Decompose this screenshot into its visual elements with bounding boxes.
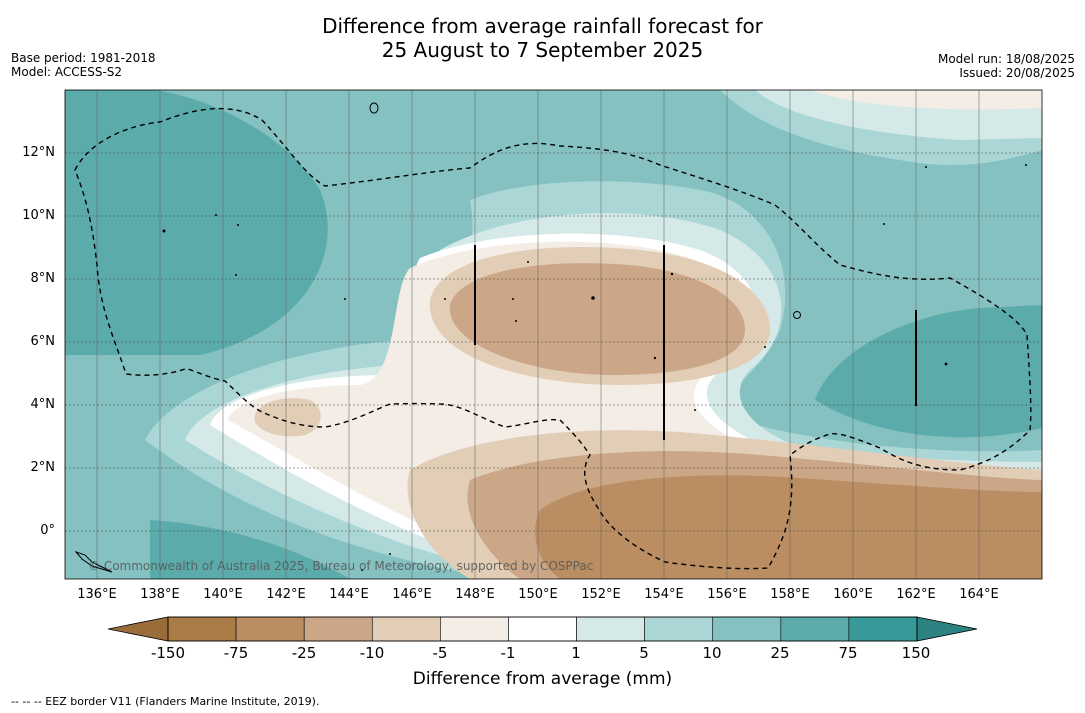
colorbar-tick: -10 — [359, 644, 385, 662]
lat-label: 8°N — [30, 271, 56, 286]
colorbar-extend-high — [916, 616, 978, 642]
lon-label: 150°E — [518, 587, 558, 602]
lon-label: 156°E — [707, 587, 747, 602]
colorbar-segment — [371, 616, 441, 642]
title-line-1: Difference from average rainfall forecas… — [322, 14, 763, 38]
lon-label: 144°E — [329, 587, 369, 602]
colorbar-tick: -150 — [150, 644, 186, 662]
issued-date: Issued: 20/08/2025 — [959, 66, 1075, 80]
colorbar-tick: 5 — [639, 644, 649, 662]
lon-label: 136°E — [77, 587, 117, 602]
colorbar-tick: -1 — [500, 644, 516, 662]
lon-label: 146°E — [392, 587, 432, 602]
colorbar-tick: 1 — [571, 644, 581, 662]
colorbar-tick: 10 — [702, 644, 722, 662]
lon-label: 162°E — [896, 587, 936, 602]
lat-label: 6°N — [30, 334, 56, 349]
colorbar-segment — [303, 616, 373, 642]
eez-footnote: -- -- -- EEZ border V11 (Flanders Marine… — [11, 695, 320, 708]
colorbar-tick: 25 — [770, 644, 790, 662]
colorbar-segment — [848, 616, 918, 642]
colorbar-tick: 150 — [901, 644, 931, 662]
lon-label: 142°E — [266, 587, 306, 602]
lon-label: 164°E — [959, 587, 999, 602]
lat-label: 2°N — [30, 460, 56, 475]
lat-label: 12°N — [22, 145, 55, 160]
lat-label: 0° — [40, 523, 55, 538]
map-plot-area — [65, 90, 1042, 579]
colorbar-tick: 75 — [838, 644, 858, 662]
colorbar-segment — [712, 616, 782, 642]
model-info: Base period: 1981-2018 Model: ACCESS-S2 — [11, 51, 156, 79]
colorbar-extend-low — [107, 616, 169, 642]
colorbar-segment — [440, 616, 509, 642]
colorbar-segment — [167, 616, 237, 642]
colorbar-tick: -25 — [291, 644, 317, 662]
colorbar-tick: -75 — [223, 644, 249, 662]
colorbar-segment — [576, 616, 645, 642]
colorbar-segment — [644, 616, 714, 642]
run-info: Model run: 18/08/2025 Issued: 20/08/2025 — [938, 52, 1075, 80]
copyright-notice: © Commonwealth of Australia 2025, Bureau… — [88, 559, 594, 573]
lon-label: 152°E — [581, 587, 621, 602]
lon-label: 154°E — [644, 587, 684, 602]
colorbar — [107, 616, 978, 642]
base-period: Base period: 1981-2018 — [11, 51, 156, 65]
lon-label: 138°E — [140, 587, 180, 602]
lon-label: 148°E — [455, 587, 495, 602]
lon-label: 160°E — [833, 587, 873, 602]
lon-label: 158°E — [770, 587, 810, 602]
lon-label: 140°E — [203, 587, 243, 602]
model-name: Model: ACCESS-S2 — [11, 65, 123, 79]
colorbar-segment — [235, 616, 305, 642]
colorbar-tick: -5 — [432, 644, 448, 662]
model-run: Model run: 18/08/2025 — [937, 52, 1075, 66]
map-title: Difference from average rainfall forecas… — [0, 14, 1085, 62]
lat-label: 4°N — [30, 397, 56, 412]
title-line-2: 25 August to 7 September 2025 — [381, 38, 704, 62]
colorbar-segment — [780, 616, 850, 642]
lat-label: 10°N — [22, 208, 55, 223]
colorbar-segment — [508, 616, 577, 642]
colorbar-label: Difference from average (mm) — [412, 669, 673, 689]
